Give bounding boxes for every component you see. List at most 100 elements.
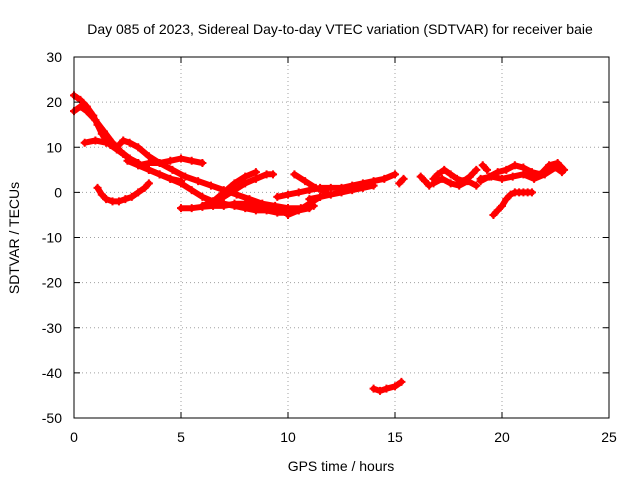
data-point [177,179,185,188]
data-point [112,143,121,152]
data-point [399,174,408,183]
data-point [348,186,357,195]
series-trace [291,171,330,196]
data-point [369,384,378,393]
data-point [91,116,100,125]
data-point [489,210,498,219]
data-point [429,179,438,188]
data-point [127,192,136,201]
data-point [144,152,153,161]
data-point [391,382,399,391]
y-tick-label: -10 [42,230,62,246]
data-point [241,179,250,188]
data-point [97,190,106,199]
series-arc-14 [369,377,406,395]
data-point [397,377,406,386]
data-point [198,192,207,201]
data-point [121,195,130,204]
data-point [455,181,464,190]
data-point [198,201,207,210]
axis-ticks: 0 5 10 15 20 25 30 20 10 0 -10 -20 -30 -40 -50 [42,49,617,445]
series-arc-20 [476,163,566,183]
data-point [206,181,215,190]
data-point [382,384,391,393]
data-point [166,156,175,165]
series-trace [94,180,152,205]
data-point [487,172,496,181]
data-point [99,127,108,136]
data-point [326,190,335,199]
series-arc-15 [395,174,408,188]
data-point [114,197,123,206]
data-point [194,177,203,186]
x-tick-label: 10 [280,429,296,445]
data-point [316,192,325,201]
series-arc-22 [478,161,492,174]
data-point [102,138,111,147]
data-point [416,172,425,181]
data-point [241,172,250,181]
data-point [209,197,218,206]
data-point [284,190,292,199]
data-point [144,165,153,174]
data-point [478,161,487,170]
data-point [483,165,492,174]
x-tick-label: 15 [387,429,403,445]
data-point [125,138,134,147]
data-point [395,179,404,188]
data-point [166,174,175,183]
series-arc-13 [305,181,378,204]
data-point [119,136,128,145]
data-point [76,102,85,111]
data-point [144,159,153,168]
chart-title: Day 085 of 2023, Sidereal Day-to-day VTE… [87,21,593,37]
data-point [290,170,299,179]
data-point [493,168,502,177]
gridlines [74,57,609,418]
data-point [187,186,196,195]
data-point [82,107,91,116]
data-point [187,204,196,213]
data-point [251,201,260,210]
series-arc-18 [429,174,481,190]
series-arc-9 [209,168,260,206]
data-point [502,195,511,204]
data-point [545,161,554,170]
data-point [155,159,164,168]
x-tick-label: 0 [70,429,78,445]
y-tick-label: 20 [46,94,62,110]
data-point [168,165,177,174]
data-point [498,174,506,183]
x-tick-label: 25 [601,429,617,445]
data-point [155,170,164,179]
data-point [380,174,389,183]
data-point [502,165,511,174]
data-point [510,161,519,170]
data-point [498,201,506,210]
data-point [93,183,102,192]
data-point [527,188,536,197]
data-point [134,161,143,170]
data-point [369,181,378,190]
data-point [453,174,462,183]
data-point [305,186,314,195]
y-tick-label: -20 [42,275,62,291]
data-point [140,183,149,192]
data-point [463,177,472,186]
y-tick-label: 10 [46,139,62,155]
data-point [337,188,346,197]
data-point [123,156,132,165]
data-point [177,204,185,213]
data-point [294,206,303,215]
data-point [177,154,185,163]
data-point [472,181,481,190]
data-point [557,168,566,177]
data-point [269,170,278,179]
data-point [230,179,239,188]
y-tick-label: -30 [42,320,62,336]
data-point [80,138,89,147]
data-point [472,165,481,174]
data-point [187,156,196,165]
series-arc-21 [489,188,536,219]
